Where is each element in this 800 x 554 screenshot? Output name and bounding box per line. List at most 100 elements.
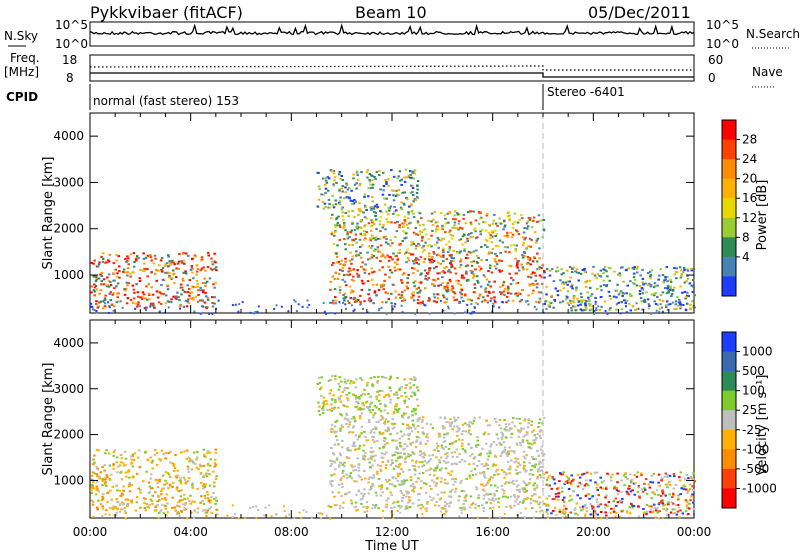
echo-cell (476, 443, 479, 446)
echo-cell (186, 300, 189, 303)
echo-cell (594, 303, 597, 306)
echo-cell (355, 405, 359, 408)
echo-cell (402, 413, 406, 416)
echo-cell (446, 455, 449, 458)
echo-cell (366, 407, 370, 410)
echo-cell (521, 266, 525, 269)
echo-cell (210, 260, 214, 263)
echo-cell (587, 302, 591, 305)
echo-cell (530, 424, 533, 426)
echo-cell (687, 513, 690, 515)
echo-cell (381, 301, 384, 304)
echo-cell (459, 283, 462, 286)
echo-cell (126, 499, 130, 501)
echo-cell (524, 491, 527, 494)
echo-cell (497, 245, 500, 248)
echo-cell (535, 486, 539, 489)
echo-cell (421, 513, 424, 516)
echo-cell (437, 261, 440, 264)
echo-cell (371, 221, 374, 224)
echo-cell (515, 265, 519, 268)
echo-cell (658, 274, 661, 277)
echo-cell (176, 486, 179, 489)
echo-cell (181, 498, 184, 501)
echo-cell (646, 284, 650, 286)
echo-cell (457, 499, 461, 502)
echo-cell (423, 482, 426, 485)
echo-cell (411, 423, 415, 426)
echo-cell (399, 179, 402, 182)
echo-cell (171, 496, 174, 499)
echo-cell (444, 453, 447, 456)
echo-cell (503, 219, 506, 222)
echo-cell (193, 310, 196, 313)
echo-cell (445, 265, 448, 268)
echo-cell (463, 248, 466, 251)
echo-cell (516, 263, 519, 266)
echo-cell (325, 514, 328, 517)
echo-cell (579, 292, 583, 295)
echo-cell (458, 507, 461, 510)
echo-cell (362, 211, 365, 214)
echo-cell (374, 211, 378, 214)
echo-cell (179, 476, 182, 479)
echo-cell (358, 434, 361, 437)
echo-cell (190, 265, 194, 268)
echo-cell (448, 505, 451, 508)
echo-cell (491, 476, 495, 479)
echo-cell (371, 245, 374, 247)
echo-cell (415, 233, 418, 236)
echo-cell (652, 472, 656, 475)
echo-cell (397, 505, 401, 508)
echo-cell (364, 237, 367, 240)
echo-cell (440, 446, 444, 449)
echo-cell (548, 305, 551, 308)
echo-cell (383, 197, 386, 200)
echo-cell (493, 265, 496, 268)
echo-cell (574, 309, 578, 312)
echo-cell (501, 433, 504, 435)
echo-cell (342, 403, 345, 406)
echo-cell (489, 235, 492, 238)
echo-cell (450, 422, 454, 425)
echo-cell (203, 494, 206, 497)
echo-cell (509, 265, 513, 268)
echo-cell (127, 263, 130, 266)
echo-cell (501, 488, 504, 491)
echo-cell (116, 282, 120, 285)
echo-cell (608, 279, 611, 282)
echo-cell (650, 505, 653, 508)
echo-cell (411, 187, 415, 190)
echo-cell (471, 235, 474, 238)
echo-cell (175, 476, 179, 479)
echo-cell (339, 177, 342, 180)
nsky-trace (89, 23, 695, 36)
echo-cell (490, 499, 493, 501)
echo-cell (418, 233, 422, 236)
echo-cell (457, 228, 460, 231)
echo-cell (599, 486, 602, 489)
echo-cell (494, 235, 497, 237)
echo-cell (126, 503, 130, 506)
echo-cell (423, 269, 427, 272)
echo-cell (384, 464, 388, 467)
echo-cell (436, 225, 439, 228)
echo-cell (410, 204, 413, 207)
echo-cell (684, 499, 688, 502)
echo-cell (606, 472, 609, 475)
echo-cell (331, 491, 334, 494)
power-echo-field (90, 113, 696, 315)
echo-cell (331, 428, 334, 431)
echo-cell (412, 212, 415, 215)
echo-cell (539, 437, 543, 440)
echo-cell (339, 504, 342, 507)
echo-cell (427, 238, 430, 241)
echo-cell (349, 476, 352, 478)
echo-cell (444, 509, 447, 512)
echo-cell (485, 442, 488, 445)
echo-cell (490, 443, 493, 446)
echo-cell (352, 425, 355, 428)
echo-cell (443, 440, 447, 443)
echo-cell (332, 172, 336, 175)
echo-cell (484, 462, 488, 465)
